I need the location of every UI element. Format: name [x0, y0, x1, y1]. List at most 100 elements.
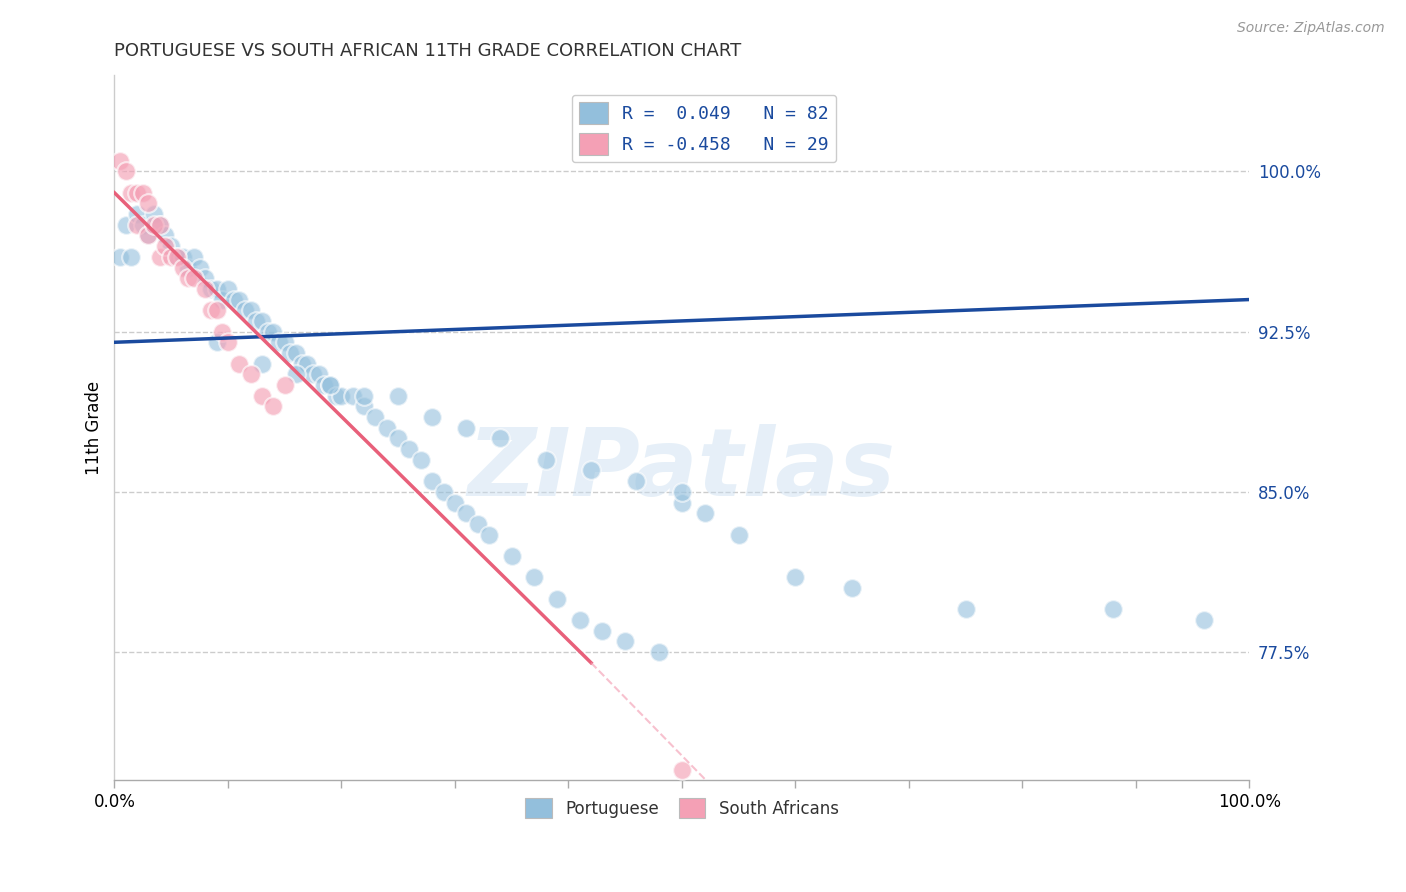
Point: [120, 186, 142, 200]
Point: [785, 570, 807, 584]
Point: [127, 218, 149, 232]
Point: [387, 389, 409, 403]
Point: [138, 228, 160, 243]
Point: [456, 421, 478, 435]
Point: [291, 357, 314, 371]
Point: [278, 346, 301, 360]
Point: [250, 389, 273, 403]
Point: [250, 314, 273, 328]
Point: [222, 293, 245, 307]
Point: [211, 325, 233, 339]
Point: [138, 196, 160, 211]
Point: [955, 602, 977, 616]
Point: [149, 250, 172, 264]
Point: [239, 368, 262, 382]
Point: [523, 570, 546, 584]
Point: [262, 325, 284, 339]
Point: [155, 228, 177, 243]
Text: PORTUGUESE VS SOUTH AFRICAN 11TH GRADE CORRELATION CHART: PORTUGUESE VS SOUTH AFRICAN 11TH GRADE C…: [114, 42, 741, 60]
Point: [127, 186, 149, 200]
Point: [143, 218, 166, 232]
Point: [267, 335, 290, 350]
Point: [330, 389, 353, 403]
Point: [132, 218, 155, 232]
Point: [160, 250, 183, 264]
Legend: Portuguese, South Africans: Portuguese, South Africans: [519, 791, 845, 825]
Point: [177, 260, 200, 275]
Point: [353, 400, 375, 414]
Point: [432, 484, 454, 499]
Point: [172, 250, 194, 264]
Point: [183, 250, 205, 264]
Point: [314, 378, 336, 392]
Point: [132, 186, 155, 200]
Point: [273, 335, 295, 350]
Point: [302, 368, 325, 382]
Point: [143, 207, 166, 221]
Point: [194, 271, 217, 285]
Point: [200, 303, 222, 318]
Point: [297, 357, 319, 371]
Point: [308, 368, 330, 382]
Point: [177, 271, 200, 285]
Point: [155, 239, 177, 253]
Point: [1102, 602, 1125, 616]
Point: [342, 389, 364, 403]
Y-axis label: 11th Grade: 11th Grade: [86, 381, 103, 475]
Point: [239, 303, 262, 318]
Point: [262, 400, 284, 414]
Point: [149, 218, 172, 232]
Point: [228, 357, 250, 371]
Point: [138, 228, 160, 243]
Point: [456, 506, 478, 520]
Point: [108, 250, 131, 264]
Point: [325, 389, 347, 403]
Point: [568, 613, 591, 627]
Point: [319, 378, 342, 392]
Point: [114, 218, 136, 232]
Text: Source: ZipAtlas.com: Source: ZipAtlas.com: [1237, 21, 1385, 35]
Point: [727, 527, 749, 541]
Point: [273, 378, 295, 392]
Point: [398, 442, 420, 456]
Point: [478, 527, 501, 541]
Point: [205, 282, 228, 296]
Point: [205, 335, 228, 350]
Point: [108, 153, 131, 168]
Point: [188, 260, 211, 275]
Text: ZIPatlas: ZIPatlas: [468, 424, 896, 516]
Point: [841, 581, 863, 595]
Point: [420, 474, 443, 488]
Point: [364, 410, 387, 425]
Point: [534, 452, 557, 467]
Point: [194, 282, 217, 296]
Point: [114, 164, 136, 178]
Point: [233, 303, 256, 318]
Point: [693, 506, 716, 520]
Point: [166, 250, 188, 264]
Point: [166, 250, 188, 264]
Point: [409, 452, 432, 467]
Point: [501, 549, 523, 563]
Point: [205, 303, 228, 318]
Point: [228, 293, 250, 307]
Point: [127, 207, 149, 221]
Point: [375, 421, 398, 435]
Point: [172, 260, 194, 275]
Point: [444, 495, 467, 509]
Point: [614, 634, 637, 648]
Point: [120, 250, 142, 264]
Point: [353, 389, 375, 403]
Point: [546, 591, 568, 606]
Point: [467, 516, 489, 531]
Point: [200, 282, 222, 296]
Point: [319, 378, 342, 392]
Point: [387, 432, 409, 446]
Point: [420, 410, 443, 425]
Point: [217, 335, 239, 350]
Point: [579, 463, 602, 477]
Point: [671, 484, 693, 499]
Point: [489, 432, 512, 446]
Point: [285, 368, 308, 382]
Point: [671, 763, 693, 777]
